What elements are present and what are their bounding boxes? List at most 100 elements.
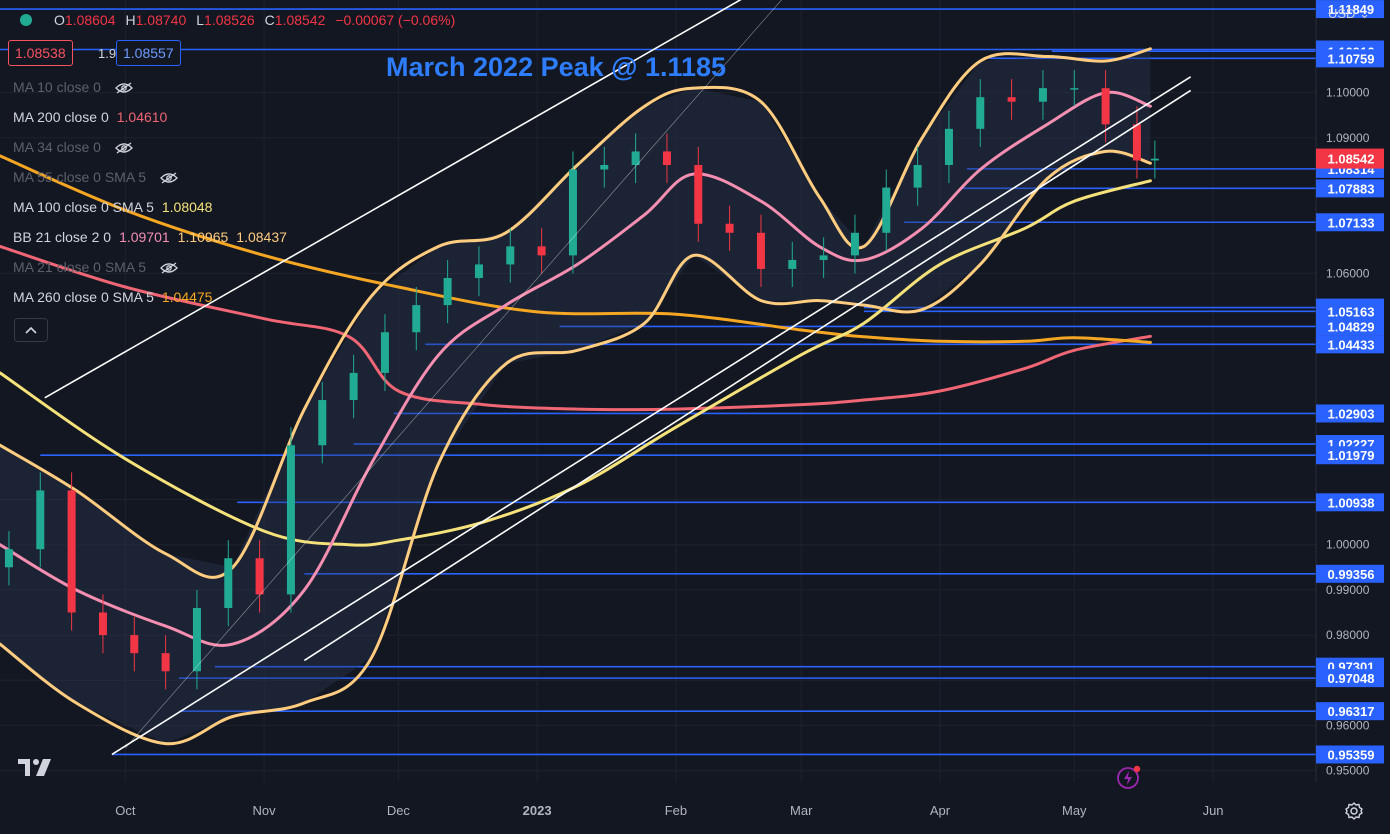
- candle-body: [161, 653, 170, 672]
- candle-body: [568, 169, 577, 256]
- level-label: 0.99356: [1328, 567, 1375, 582]
- sell-button[interactable]: 1.08538: [8, 40, 73, 66]
- level-label-bg: [1316, 213, 1384, 232]
- candle-body: [412, 305, 421, 333]
- indicator-row[interactable]: MA 34 close 0: [13, 139, 133, 155]
- indicator-lines: [0, 47, 1152, 746]
- indicator-name: MA 34 close 0: [13, 139, 101, 155]
- candle-body: [286, 445, 295, 595]
- bb-upper-line: [0, 47, 1152, 579]
- candle-body: [913, 164, 922, 188]
- eye-off-icon[interactable]: [115, 82, 133, 94]
- indicator-name: MA 21 close 0 SMA 5: [13, 259, 147, 275]
- x-tick-label: Dec: [387, 803, 411, 818]
- indicator-row[interactable]: MA 10 close 0: [13, 79, 133, 95]
- candle-body: [1101, 88, 1110, 125]
- candle-body: [255, 558, 264, 595]
- indicator-name: MA 260 close 0 SMA 5: [13, 289, 154, 305]
- level-label-bg: [1316, 335, 1384, 354]
- candle-body: [1038, 88, 1047, 102]
- candle-body: [98, 612, 107, 636]
- channel-lines: [44, 0, 1192, 756]
- indicator-row[interactable]: MA 100 close 0 SMA 5 1.08048: [13, 199, 212, 215]
- candle-body: [4, 549, 13, 568]
- y-tick-label: 1.06000: [1326, 266, 1370, 280]
- currency-selector[interactable]: USD ⌄: [1328, 6, 1370, 21]
- y-tick-label: 1.09000: [1326, 131, 1370, 145]
- level-label: 0.97048: [1328, 671, 1375, 686]
- candle-body: [600, 164, 609, 170]
- bolt-icon[interactable]: [1116, 764, 1142, 790]
- level-label: 1.00938: [1328, 495, 1375, 510]
- level-label-bg: [1316, 317, 1384, 336]
- level-label-bg: [1316, 179, 1384, 198]
- band-fill: [0, 48, 1151, 744]
- level-label-bg: [1316, 493, 1384, 512]
- x-tick-label: Nov: [253, 803, 277, 818]
- indicator-value: 1.08437: [236, 229, 287, 245]
- y-tick-label: 0.96000: [1326, 718, 1370, 732]
- candle-body: [1007, 97, 1016, 102]
- level-label-bg: [1316, 446, 1384, 465]
- candle-body: [380, 332, 389, 373]
- indicator-name: MA 100 close 0 SMA 5: [13, 199, 154, 215]
- level-label-bg: [1316, 745, 1384, 764]
- candle-body: [443, 277, 452, 306]
- time-axis: Oct Nov Dec 2023 Feb Mar Apr May Jun: [115, 803, 1223, 818]
- candle-body: [36, 490, 45, 550]
- level-label-bg: [1316, 564, 1384, 583]
- level-label: 0.96317: [1328, 704, 1375, 719]
- channel-line: [125, 0, 782, 749]
- candle-body: [882, 187, 891, 233]
- candle-body: [349, 372, 358, 401]
- indicator-row[interactable]: MA 21 close 0 SMA 5: [13, 259, 178, 275]
- candle-body: [224, 558, 233, 608]
- market-status-icon: [20, 14, 32, 26]
- level-label: 1.10759: [1328, 51, 1375, 66]
- indicator-row[interactable]: MA 200 close 0 1.04610: [13, 109, 167, 125]
- ohlc-l: L1.08526: [196, 12, 255, 28]
- candle-body: [474, 264, 483, 278]
- eye-off-icon[interactable]: [160, 172, 178, 184]
- candle-body: [318, 400, 327, 446]
- tradingview-logo-icon: [18, 759, 51, 776]
- x-tick-label: 2023: [523, 803, 552, 818]
- bollinger-band-fill: [0, 48, 1151, 744]
- collapse-legend-button[interactable]: [14, 318, 48, 342]
- candle-body: [130, 635, 139, 654]
- candle-body: [631, 151, 640, 165]
- current-price-label: 1.08542: [1328, 152, 1375, 167]
- level-label: 1.02903: [1328, 406, 1375, 421]
- indicator-row[interactable]: BB 21 close 2 0 1.09701 1.10965 1.08437: [13, 229, 287, 245]
- indicator-name: BB 21 close 2 0: [13, 229, 112, 245]
- candle-body: [694, 164, 703, 224]
- x-tick-label: Feb: [665, 803, 687, 818]
- buy-button[interactable]: 1.08557: [116, 40, 181, 66]
- candle-body: [976, 97, 985, 129]
- x-tick-label: Apr: [930, 803, 951, 818]
- gear-icon[interactable]: [1344, 801, 1364, 821]
- level-label-bg: [1316, 404, 1384, 423]
- indicator-name: MA 200 close 0: [13, 109, 109, 125]
- ohlc-change: −0.00067 (−0.06%): [335, 12, 456, 28]
- indicator-row[interactable]: MA 55 close 0 SMA 5: [13, 169, 178, 185]
- level-label-bg: [1316, 302, 1384, 321]
- x-tick-label: Mar: [790, 803, 813, 818]
- price-axis: 0.950000.960000.970000.980000.990001.000…: [1315, 0, 1390, 834]
- horizontal-levels: [0, 8, 1316, 756]
- level-label-bg: [1316, 0, 1384, 19]
- candle-body: [1150, 158, 1159, 161]
- indicator-name: MA 55 close 0 SMA 5: [13, 169, 147, 185]
- indicator-row[interactable]: MA 260 close 0 SMA 5 1.04475: [13, 289, 212, 305]
- ma260-line: [0, 154, 1152, 344]
- level-label: 1.07133: [1328, 215, 1375, 230]
- eye-off-icon[interactable]: [160, 262, 178, 274]
- eye-off-icon[interactable]: [115, 142, 133, 154]
- candle-body: [850, 232, 859, 256]
- candle-body: [788, 259, 797, 269]
- indicator-name: MA 10 close 0: [13, 79, 101, 95]
- ma200-line: [0, 244, 1152, 412]
- y-tick-label: 0.98000: [1326, 628, 1370, 642]
- y-tick-label: 0.95000: [1326, 764, 1370, 778]
